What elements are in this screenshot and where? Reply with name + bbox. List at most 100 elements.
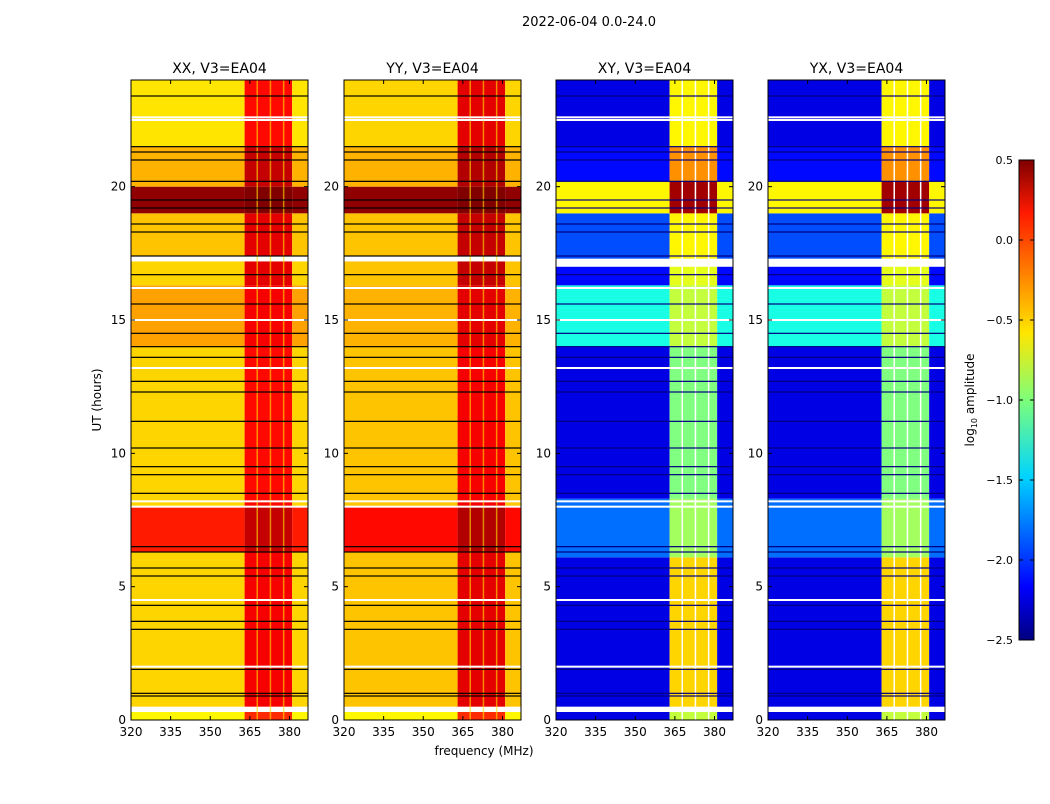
black-line	[768, 551, 945, 553]
heatmap-cell-background	[717, 285, 733, 347]
heatmap-cell-rfi	[669, 266, 718, 286]
black-line	[556, 255, 733, 257]
black-line	[131, 95, 308, 97]
black-line	[131, 346, 308, 348]
heatmap-cell-background	[768, 80, 882, 147]
black-line	[344, 332, 521, 334]
x-tick-label: 320	[120, 725, 143, 739]
heatmap-cell-background	[131, 285, 245, 347]
heatmap-cell-background	[717, 266, 733, 286]
black-line	[344, 604, 521, 606]
heatmap-cell-background	[717, 80, 733, 147]
black-line	[344, 207, 521, 209]
heatmap-cell-background	[556, 498, 670, 558]
black-line	[131, 668, 308, 670]
rfi-channel-gap	[495, 80, 498, 720]
rfi-channel-gap	[256, 80, 258, 720]
black-line	[131, 391, 308, 393]
rfi-channel-gap	[906, 80, 909, 720]
white-line	[556, 500, 733, 503]
heatmap-cell-background	[768, 346, 882, 499]
heatmap-cell-background	[131, 506, 245, 552]
y-tick-label: 5	[543, 580, 551, 594]
colorbar-tick-label: −2.5	[986, 634, 1013, 647]
black-line	[556, 447, 733, 449]
heatmap-cell-rfi	[669, 557, 718, 707]
heatmap-cell-background	[131, 346, 245, 507]
black-line	[556, 695, 733, 697]
panel-title: YY, V3=EA04	[385, 61, 479, 77]
black-line	[768, 159, 945, 161]
x-tick-label: 350	[199, 725, 222, 739]
white-line	[131, 116, 308, 119]
black-line	[344, 146, 521, 148]
heatmap-cell-rfi	[457, 346, 506, 507]
white-line	[768, 319, 945, 321]
black-line	[131, 151, 308, 153]
black-line	[131, 546, 308, 548]
black-line	[556, 692, 733, 694]
white-line	[131, 665, 308, 668]
y-tick-label: 0	[543, 713, 551, 727]
black-line	[344, 447, 521, 449]
white-line	[131, 287, 308, 289]
black-line	[344, 159, 521, 161]
flagged-row	[344, 256, 521, 262]
panel-title: XX, V3=EA04	[172, 61, 267, 77]
panel-frame	[130, 79, 309, 721]
flagged-row	[344, 706, 521, 712]
heatmap-cell-rfi	[244, 506, 293, 552]
y-tick-label: 5	[118, 580, 126, 594]
black-line	[131, 420, 308, 422]
white-line	[556, 287, 733, 289]
heatmap-cell-background	[344, 80, 458, 147]
black-line	[556, 146, 733, 148]
panel-frame	[767, 79, 946, 721]
black-line	[131, 567, 308, 569]
black-line	[556, 420, 733, 422]
rfi-channel-gap	[269, 80, 272, 720]
black-line	[768, 575, 945, 577]
black-line	[131, 274, 308, 276]
x-tick-label: 380	[703, 725, 726, 739]
x-tick-label: 365	[451, 725, 474, 739]
y-tick-label: 15	[111, 313, 126, 327]
heatmap-cell-background	[929, 181, 945, 214]
heatmap-cell-background	[292, 506, 308, 552]
x-tick-label: 380	[278, 725, 301, 739]
black-line	[556, 274, 733, 276]
y-tick-label: 20	[536, 180, 551, 194]
y-tick-label: 15	[748, 313, 763, 327]
heatmap-cell-background	[556, 557, 670, 707]
black-line	[556, 332, 733, 334]
white-line	[556, 505, 733, 508]
black-line	[556, 199, 733, 201]
x-tick-label: 320	[757, 725, 780, 739]
black-line	[131, 466, 308, 468]
black-line	[131, 620, 308, 622]
x-tick-label: 350	[836, 725, 859, 739]
heatmap-cell-rfi	[881, 346, 930, 499]
black-line	[344, 231, 521, 233]
heatmap-cell-rfi	[244, 346, 293, 507]
black-line	[131, 380, 308, 382]
heatmap-cell-rfi	[669, 213, 718, 259]
rfi-channel-gap	[469, 80, 471, 720]
black-line	[131, 180, 308, 182]
x-tick-label: 335	[796, 725, 819, 739]
y-tick-label: 0	[331, 713, 339, 727]
black-line	[556, 231, 733, 233]
heatmap-cell-background	[556, 346, 670, 499]
rfi-channel-gap	[919, 80, 922, 720]
colorbar-label: log10 amplitude	[963, 354, 979, 447]
black-line	[556, 207, 733, 209]
black-line	[768, 380, 945, 382]
y-tick-label: 5	[755, 580, 763, 594]
x-tick-label: 335	[159, 725, 182, 739]
heatmap-cell-rfi	[881, 285, 930, 347]
heatmap-cell-background	[505, 213, 521, 256]
heatmap-cell-rfi	[244, 285, 293, 347]
flagged-row	[768, 258, 945, 267]
panel-0: XX, V3=EA04 320 335 350 365 380 0 5 10 15 20	[111, 61, 309, 739]
heatmap-cell-rfi	[669, 346, 718, 499]
